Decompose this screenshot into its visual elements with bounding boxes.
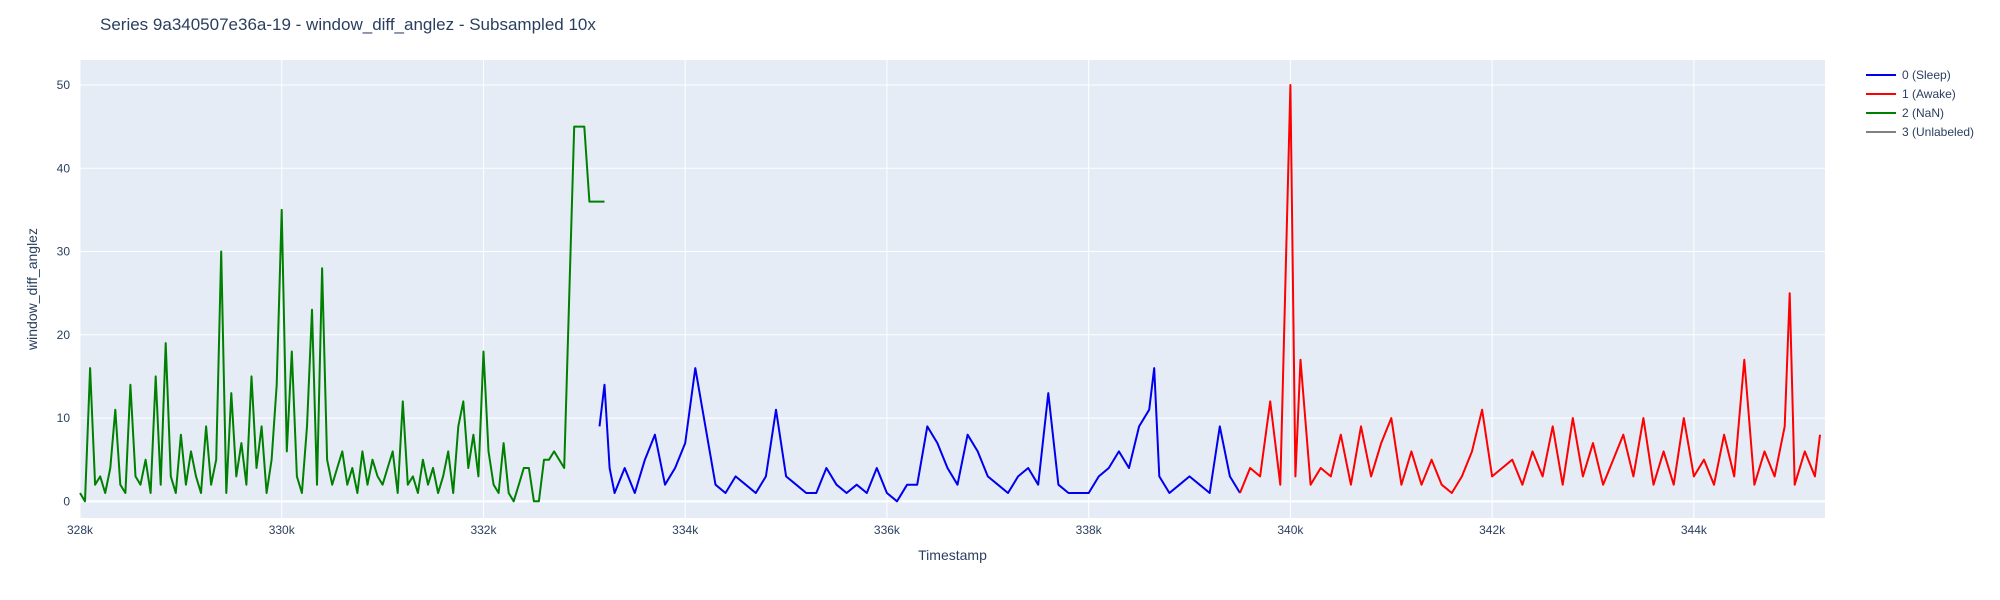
legend-label: 0 (Sleep): [1902, 68, 1951, 82]
series-line: [79, 125, 605, 503]
series-line: [1239, 84, 1821, 494]
y-tick-label: 0: [63, 494, 70, 508]
legend-label: 3 (Unlabeled): [1902, 125, 1974, 139]
legend[interactable]: 0 (Sleep) 1 (Awake) 2 (NaN) 3 (Unlabeled): [1866, 68, 1974, 139]
x-tick-label: 340k: [1277, 523, 1304, 537]
y-tick-label: 10: [57, 411, 71, 425]
legend-item[interactable]: 0 (Sleep): [1866, 68, 1951, 82]
chart-title: Series 9a340507e36a-19 - window_diff_ang…: [100, 15, 596, 34]
plot-area: [80, 60, 1825, 518]
gridlines: [79, 60, 1825, 518]
legend-item[interactable]: 1 (Awake): [1866, 87, 1956, 101]
y-tick-label: 50: [57, 78, 71, 92]
legend-item[interactable]: 3 (Unlabeled): [1866, 125, 1974, 139]
y-tick-label: 40: [57, 161, 71, 175]
series-lines: [79, 84, 1821, 503]
x-tick-label: 344k: [1681, 523, 1708, 537]
x-tick-label: 338k: [1076, 523, 1103, 537]
x-tick-label: 334k: [672, 523, 699, 537]
legend-label: 2 (NaN): [1902, 106, 1944, 120]
x-tick-label: 332k: [470, 523, 497, 537]
x-axis-title: Timestamp: [918, 547, 987, 563]
legend-label: 1 (Awake): [1902, 87, 1956, 101]
y-axis-ticks: 0 10 20 30 40 50: [57, 78, 71, 508]
x-tick-label: 342k: [1479, 523, 1506, 537]
y-tick-label: 20: [57, 328, 71, 342]
y-tick-label: 30: [57, 245, 71, 259]
x-axis-ticks: 328k 330k 332k 334k 336k 338k 340k 342k 344k: [67, 523, 1708, 537]
x-tick-label: 330k: [269, 523, 296, 537]
series-line: [598, 367, 1241, 503]
x-tick-label: 336k: [874, 523, 901, 537]
x-tick-label: 328k: [67, 523, 94, 537]
y-axis-title: window_diff_anglez: [24, 228, 40, 351]
legend-item[interactable]: 2 (NaN): [1866, 106, 1944, 120]
